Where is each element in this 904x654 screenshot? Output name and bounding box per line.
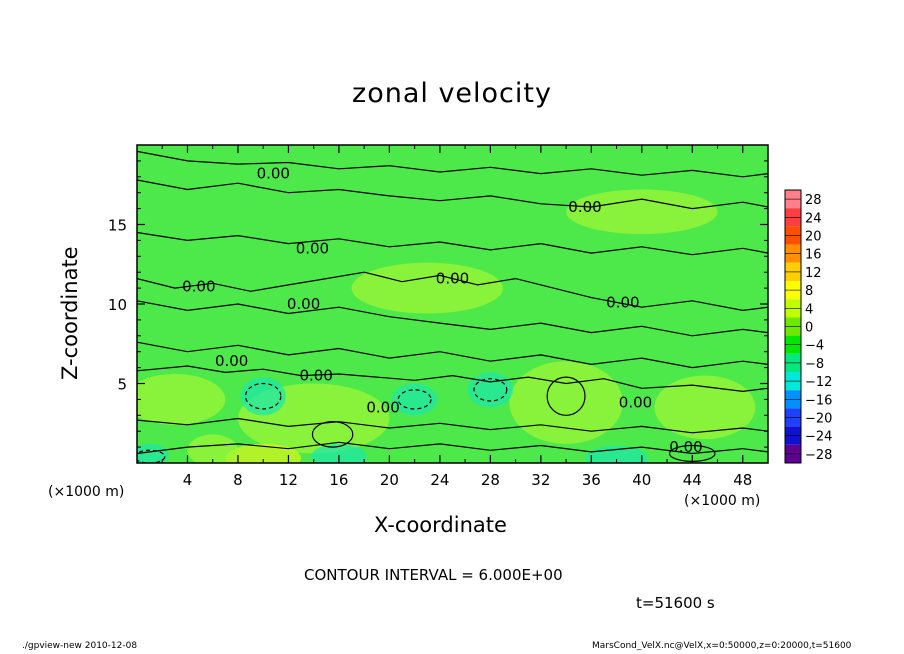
field-patch-warm bbox=[187, 434, 238, 463]
colorbar: 28 24 20 16 12 8 4 0 −4 −8 −12 −16 −20 −24 −28 bbox=[784, 189, 832, 464]
velocity-field bbox=[137, 145, 768, 463]
colorbar-label: 28 bbox=[805, 193, 822, 208]
x-tick-label: 20 bbox=[380, 471, 399, 489]
zero-contour-line bbox=[137, 231, 768, 256]
contour-labels: 0.00 0.00 0.00 0.00 0.00 0.00 0.00 0.00 0.00 0.00… bbox=[182, 165, 703, 456]
x-axis-label: X-coordinate bbox=[374, 513, 507, 537]
contour-value-label: 0.00 bbox=[287, 295, 320, 313]
contour-value-label: 0.00 bbox=[606, 293, 639, 311]
field-patch-negative bbox=[391, 383, 438, 416]
field-patch-negative bbox=[585, 445, 649, 463]
field-patch-negative bbox=[137, 443, 169, 463]
y-tick-label: 10 bbox=[108, 296, 127, 314]
y-tick-label: 15 bbox=[108, 217, 127, 235]
negative-contour-ring bbox=[137, 449, 166, 463]
field-patch-negative bbox=[240, 377, 286, 416]
time-annotation: t=51600 s bbox=[636, 594, 715, 612]
colorbar-label: 0 bbox=[805, 321, 813, 336]
x-tick-label: 24 bbox=[430, 471, 449, 489]
contour-value-label: 0.00 bbox=[619, 394, 652, 412]
negative-contour-ring bbox=[244, 382, 282, 410]
x-axis-ticks: 4 8 12 16 20 24 28 32 36 40 44 48 bbox=[161, 145, 752, 489]
zero-contour-line bbox=[137, 441, 768, 455]
x-tick-label: 12 bbox=[279, 471, 298, 489]
colorbar-label: −4 bbox=[805, 339, 824, 354]
x-tick-label: 48 bbox=[733, 471, 752, 489]
positive-contour-ring bbox=[311, 421, 354, 448]
x-tick-label: 44 bbox=[683, 471, 702, 489]
y-axis-ticks: 5 10 15 bbox=[108, 160, 768, 448]
x-tick-label: 8 bbox=[233, 471, 243, 489]
zero-contour-line bbox=[137, 365, 768, 393]
zero-contour-line bbox=[137, 417, 768, 434]
footer-data-source: MarsCond_VelX.nc@VelX,x=0:50000,z=0:2000… bbox=[592, 641, 852, 651]
zero-contour-line bbox=[137, 300, 768, 337]
colorbar-label: 4 bbox=[805, 302, 813, 317]
negative-contour-ring bbox=[473, 378, 508, 402]
colorbar-label: 12 bbox=[805, 266, 822, 281]
x-tick-label: 36 bbox=[582, 471, 601, 489]
field-patch-warm bbox=[654, 375, 756, 440]
field-patch-warm bbox=[137, 373, 226, 425]
zero-contour-line bbox=[137, 271, 768, 312]
x-tick-label: 32 bbox=[531, 471, 550, 489]
contour-value-label: 0.00 bbox=[182, 278, 215, 296]
contour-value-label: 0.00 bbox=[366, 398, 399, 416]
colorbar-label: −28 bbox=[805, 448, 832, 463]
y-axis-label: Z-coordinate bbox=[58, 246, 82, 380]
field-patch-warm bbox=[351, 262, 503, 314]
chart-title: zonal velocity bbox=[352, 78, 552, 109]
contour-value-label: 0.00 bbox=[215, 352, 248, 370]
x-tick-label: 28 bbox=[481, 471, 500, 489]
contour-lines bbox=[137, 150, 768, 463]
contour-value-label: 0.00 bbox=[669, 438, 702, 456]
x-unit-label-right: (×1000 m) bbox=[684, 493, 761, 509]
colorbar-label: −12 bbox=[805, 375, 832, 390]
contour-interval-note: CONTOUR INTERVAL = 6.000E+00 bbox=[304, 566, 563, 584]
colorbar-label: −16 bbox=[805, 393, 832, 408]
zero-contour-line bbox=[137, 179, 768, 210]
contour-value-label: 0.00 bbox=[300, 367, 333, 385]
colorbar-label: −20 bbox=[805, 412, 832, 427]
x-tick-label: 16 bbox=[329, 471, 348, 489]
contour-value-label: 0.00 bbox=[568, 198, 601, 216]
contour-value-label: 0.00 bbox=[296, 239, 329, 257]
y-tick-label: 5 bbox=[117, 376, 127, 394]
negative-contour-ring bbox=[397, 389, 432, 410]
colorbar-label: −24 bbox=[805, 430, 832, 445]
colorbar-label: 24 bbox=[805, 211, 822, 226]
contour-value-label: 0.00 bbox=[257, 165, 290, 183]
x-unit-label-left: (×1000 m) bbox=[48, 484, 125, 500]
colorbar-label: −8 bbox=[805, 357, 824, 372]
colorbar-label: 20 bbox=[805, 230, 822, 245]
field-patch-warm bbox=[566, 189, 718, 235]
colorbar-label: 16 bbox=[805, 248, 822, 263]
zero-contour-line bbox=[137, 150, 768, 178]
field-patch-negative bbox=[311, 443, 367, 463]
zero-contour-line bbox=[137, 341, 768, 369]
x-tick-label: 40 bbox=[632, 471, 651, 489]
field-patch-negative bbox=[467, 372, 514, 408]
colorbar-label: 8 bbox=[805, 284, 813, 299]
contour-value-label: 0.00 bbox=[436, 270, 469, 288]
field-patch-warm bbox=[509, 361, 623, 444]
positive-contour-ring bbox=[546, 376, 586, 416]
footer-program-date: ./gpview-new 2010-12-08 bbox=[22, 641, 138, 651]
x-tick-label: 4 bbox=[183, 471, 193, 489]
